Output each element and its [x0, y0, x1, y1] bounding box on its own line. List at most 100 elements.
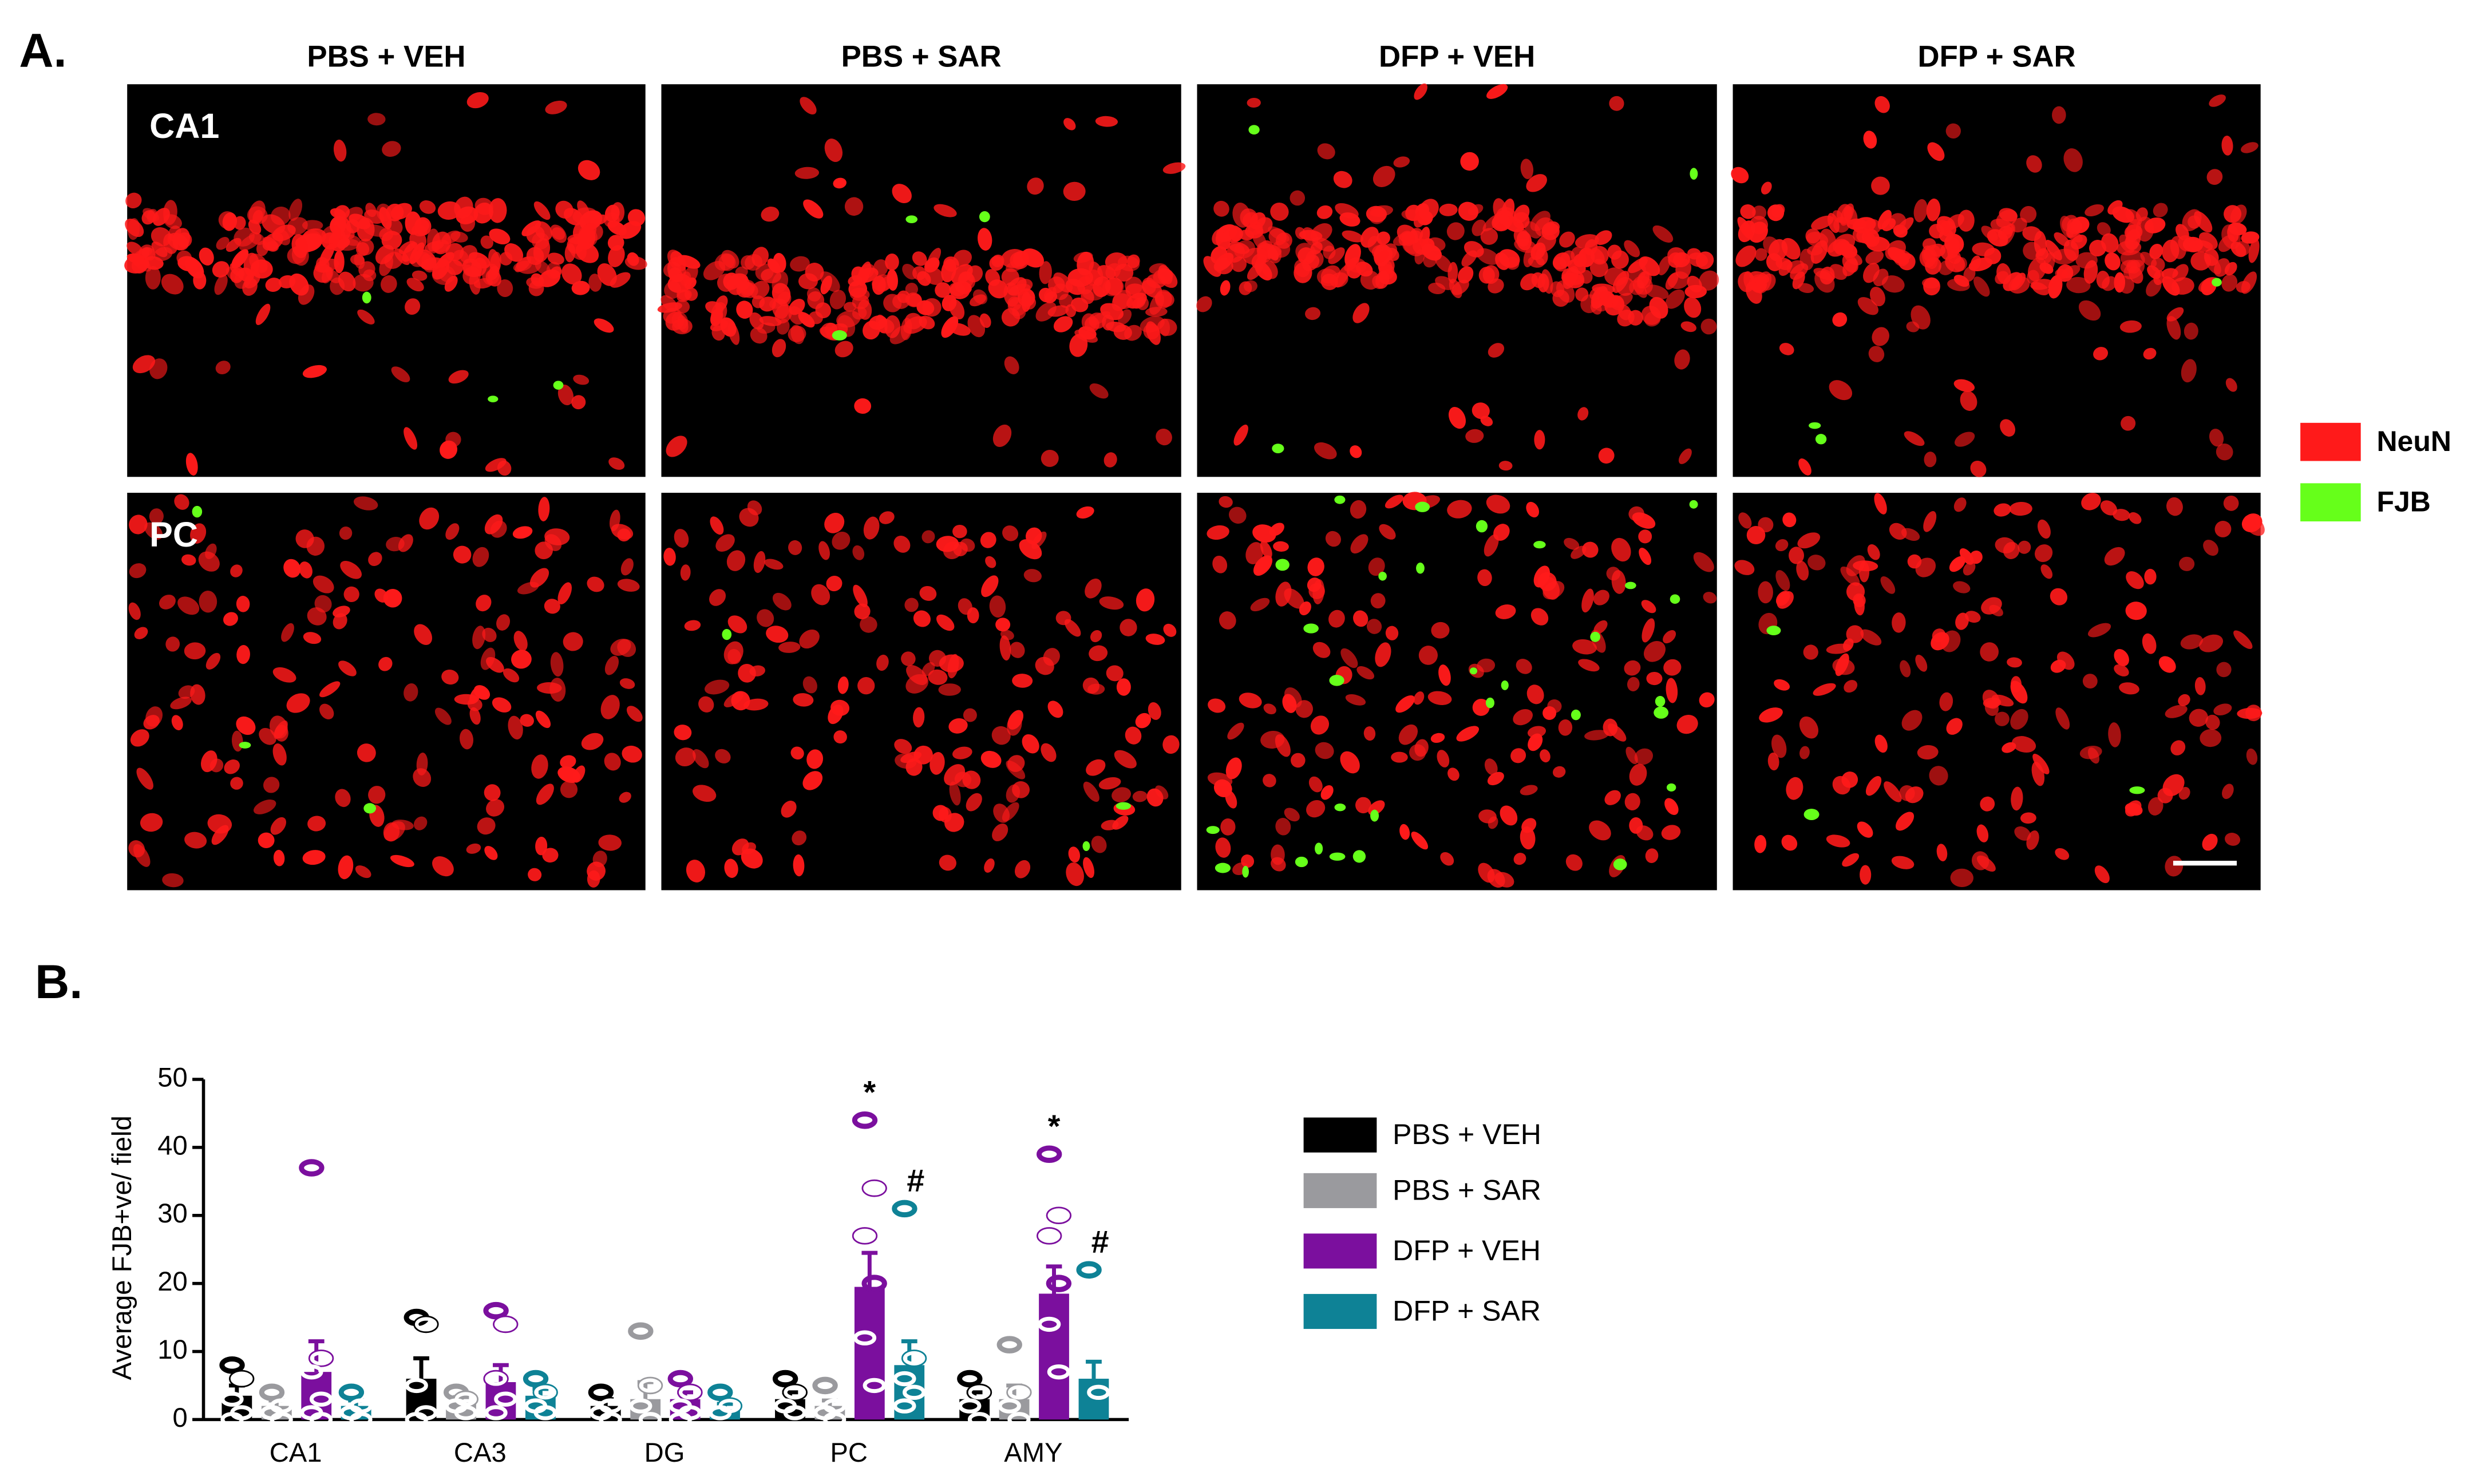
cell: [686, 860, 705, 883]
cell: [2066, 276, 2091, 294]
cell: [1401, 231, 1416, 246]
cell: [1136, 296, 1149, 310]
cell: [1624, 240, 1640, 258]
cell: [1063, 181, 1086, 201]
cell: [753, 551, 766, 573]
cell: [1305, 307, 1321, 320]
cell: [335, 789, 351, 808]
cell: [710, 516, 724, 535]
cell: [774, 304, 793, 324]
cell: [764, 559, 784, 570]
cell: [2037, 519, 2051, 539]
cell: [492, 697, 512, 713]
cell: [2147, 797, 2163, 816]
cell: [2237, 707, 2263, 719]
cell: [872, 275, 886, 295]
cell: [772, 592, 792, 611]
cell: [1366, 205, 1387, 223]
cell: [1335, 264, 1350, 288]
cell: [2158, 656, 2176, 673]
degenerating-cell: [832, 330, 847, 341]
cell: [2166, 497, 2183, 516]
degenerating-cell: [1690, 168, 1698, 180]
cell: [1315, 742, 1334, 759]
cell: [1738, 512, 1752, 529]
cell: [1953, 581, 1971, 593]
data-point: [893, 1371, 916, 1387]
cell: [587, 870, 600, 888]
cell: [1643, 641, 1666, 662]
data-point: [853, 1113, 877, 1128]
cell: [263, 777, 280, 793]
cell: [131, 258, 148, 274]
cell: [1740, 204, 1756, 219]
cell: [1477, 569, 1492, 587]
cell: [2100, 500, 2117, 516]
cell: [1781, 834, 1798, 851]
cell: [273, 849, 285, 866]
y-tick-label: 0: [172, 1403, 187, 1433]
cell: [989, 595, 1006, 618]
cell: [1143, 323, 1160, 340]
cell: [1035, 302, 1057, 322]
cell: [125, 192, 142, 209]
legend-label: DFP + VEH: [1393, 1234, 1541, 1267]
cell: [2222, 783, 2234, 800]
cell: [1440, 852, 1454, 866]
cell: [337, 238, 350, 249]
cell: [834, 341, 853, 358]
cell: [162, 873, 184, 888]
cell: [723, 272, 740, 290]
cell: [2144, 568, 2157, 585]
cell: [2010, 676, 2022, 692]
cell: [185, 453, 198, 476]
cell: [715, 534, 735, 552]
data-point: [902, 1384, 926, 1400]
cell: [1798, 458, 1811, 476]
cell: [1263, 703, 1276, 715]
y-tick-label: 50: [157, 1062, 188, 1093]
cell: [1004, 356, 1019, 374]
cell: [2224, 262, 2237, 276]
data-point-outline: [901, 1350, 927, 1367]
degenerating-cell: [1378, 571, 1387, 581]
cell: [2135, 207, 2148, 221]
cell: [978, 228, 992, 251]
cell: [2124, 224, 2143, 240]
cell: [973, 289, 988, 304]
data-point: [893, 1201, 916, 1217]
cell: [412, 270, 428, 281]
cell: [1754, 835, 1767, 853]
cell: [913, 610, 931, 627]
cell: [177, 256, 199, 272]
data-point-outline: [861, 1179, 887, 1197]
cell: [473, 278, 493, 289]
cell: [333, 606, 350, 618]
cell: [1561, 272, 1584, 286]
cell: [1250, 597, 1270, 612]
cell: [1063, 118, 1076, 130]
data-point: [813, 1378, 837, 1394]
data-point-outline: [892, 1200, 917, 1218]
cell: [1241, 854, 1255, 868]
cell: [1002, 802, 1019, 822]
cell: [1484, 758, 1498, 775]
cell: [1494, 872, 1514, 888]
cell: [1955, 432, 1975, 447]
cell: [1421, 244, 1442, 261]
cell: [1089, 645, 1108, 662]
data-point-outline: [637, 1376, 663, 1395]
cell: [980, 750, 1002, 768]
legend-swatch: [1303, 1233, 1377, 1269]
cell: [966, 793, 982, 812]
degenerating-cell: [1501, 680, 1509, 690]
cell: [2189, 240, 2213, 252]
cell: [168, 225, 181, 242]
cell: [989, 256, 1004, 271]
cell: [560, 781, 578, 798]
degenerating-cell: [1654, 706, 1669, 719]
cell: [1372, 165, 1395, 187]
degenerating-cell: [1590, 631, 1601, 642]
cell: [230, 268, 244, 283]
cell: [1867, 544, 1880, 560]
